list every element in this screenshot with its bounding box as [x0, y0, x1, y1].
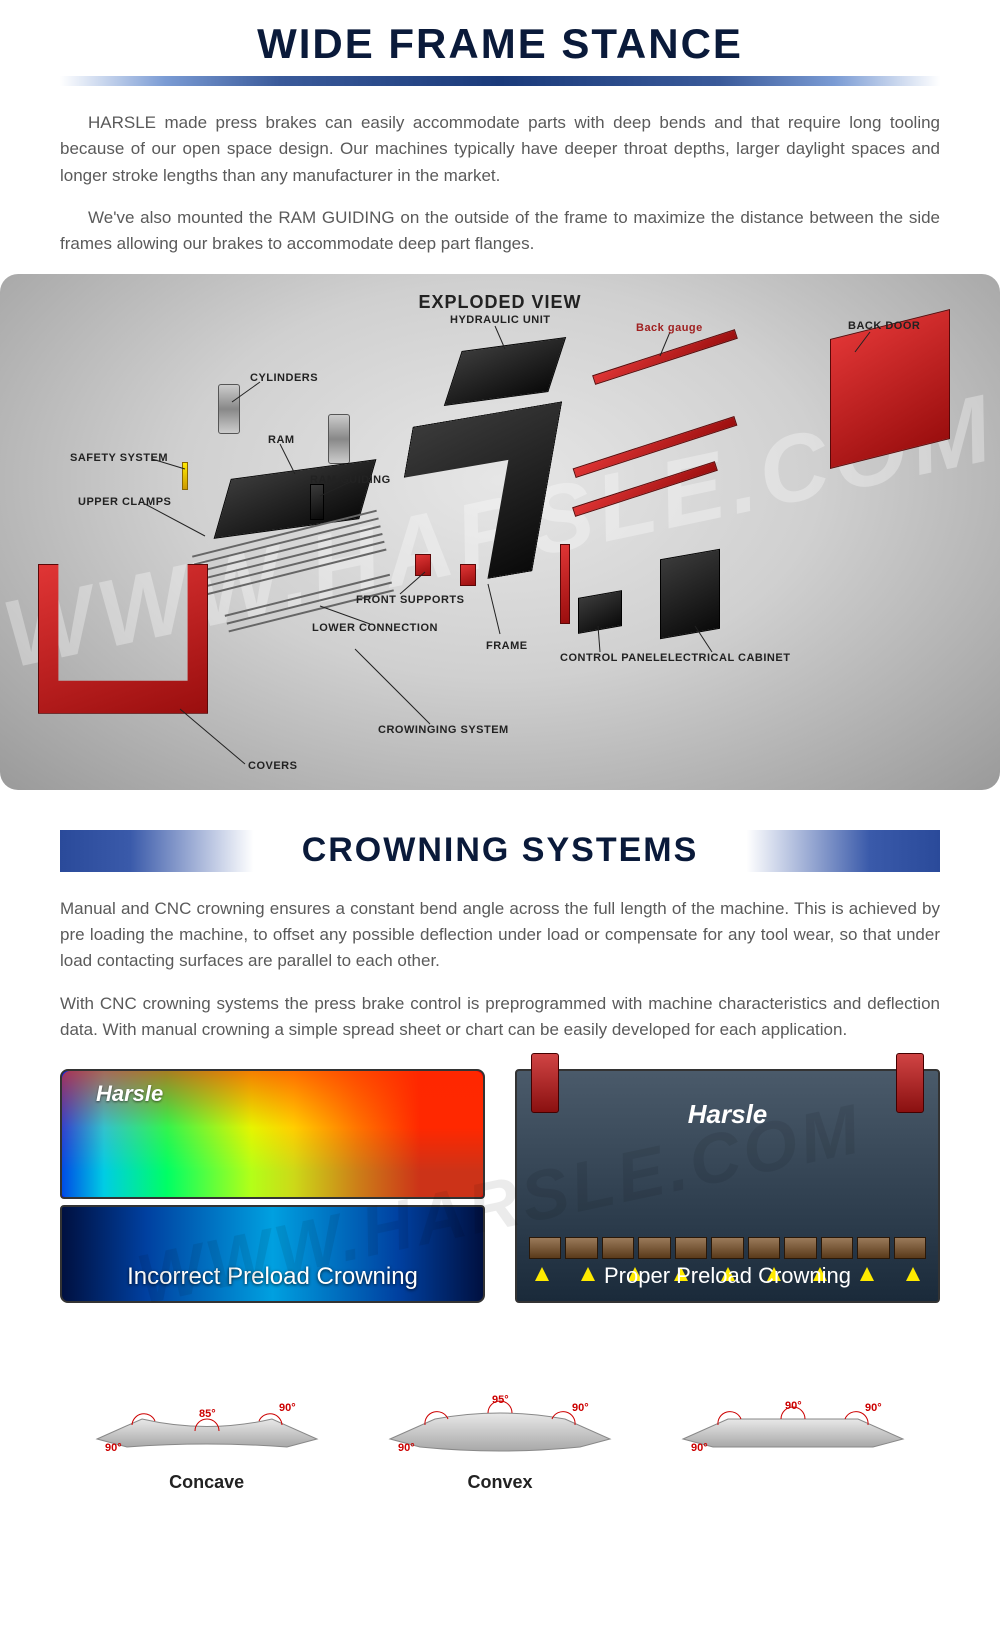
- angle-left: 90°: [105, 1442, 122, 1454]
- label-ram: RAM: [268, 434, 295, 446]
- part-cylinder-right: [328, 414, 350, 464]
- angle-right: 90°: [279, 1402, 296, 1414]
- angle-mid: 90°: [785, 1400, 802, 1412]
- label-ram-guiding: RAM GUIDING: [310, 474, 391, 486]
- bend-sample-concave: 90° 85° 90° Concave: [87, 1389, 327, 1493]
- label-hydraulic-unit: HYDRAULIC UNIT: [450, 314, 551, 326]
- wide-frame-para-1: HARSLE made press brakes can easily acco…: [0, 110, 1000, 189]
- bend-shape-convex: 90° 95° 90°: [380, 1389, 620, 1459]
- proper-cylinder-right: [896, 1053, 924, 1113]
- bend-shape-concave: 90° 85° 90°: [87, 1389, 327, 1459]
- label-back-door: BACK DOOR: [848, 320, 920, 332]
- crowning-para-1: Manual and CNC crowning ensures a consta…: [0, 896, 1000, 975]
- angle-mid: 95°: [492, 1394, 509, 1406]
- label-upper-clamps: UPPER CLAMPS: [78, 496, 171, 508]
- part-electrical-cabinet: [660, 548, 720, 639]
- label-lower-connection: LOWER CONNECTION: [312, 622, 438, 634]
- part-safety-system: [182, 462, 188, 490]
- angle-left: 90°: [398, 1442, 415, 1454]
- heatmap-upper: Harsle: [60, 1069, 485, 1199]
- title-underline: [60, 76, 940, 86]
- brand-logo-right: Harsle: [688, 1099, 768, 1130]
- label-electrical-cabinet: ELECTRICAL CABINET: [660, 652, 790, 664]
- part-cylinder-left: [218, 384, 240, 434]
- label-back-gauge: Back gauge: [636, 322, 703, 334]
- figure-proper-crowning: Harsle Proper Preload Crowning: [515, 1069, 940, 1349]
- part-control-panel: [578, 590, 622, 634]
- heatmap-lower: Incorrect Preload Crowning: [60, 1205, 485, 1303]
- brand-logo-left: Harsle: [96, 1081, 163, 1107]
- angle-right: 90°: [572, 1402, 589, 1414]
- section-title-crowning: CROWNING SYSTEMS: [60, 830, 940, 872]
- caption-incorrect: Incorrect Preload Crowning: [127, 1263, 418, 1291]
- angle-mid: 85°: [199, 1408, 216, 1420]
- label-front-supports: FRONT SUPPORTS: [356, 594, 464, 606]
- bend-shape-straight: 90° 90° 90°: [673, 1389, 913, 1459]
- angle-right: 90°: [865, 1402, 882, 1414]
- crowning-para-2: With CNC crowning systems the press brak…: [0, 991, 1000, 1044]
- part-back-gauge: [592, 329, 738, 385]
- part-front-support-l: [415, 554, 431, 576]
- exploded-view-diagram: WWW.HARSLE.COM EXPLODED VIEW: [0, 274, 1000, 790]
- proper-machine: Harsle Proper Preload Crowning: [515, 1069, 940, 1303]
- part-control-panel-arm: [560, 544, 570, 624]
- bend-samples-row: 90° 85° 90° Concave 90° 95° 90° Convex 9…: [0, 1349, 1000, 1513]
- part-ram-guiding: [310, 484, 324, 520]
- proper-cylinder-left: [531, 1053, 559, 1113]
- label-cylinders: CYLINDERS: [250, 372, 318, 384]
- figure-incorrect-crowning: Harsle Incorrect Preload Crowning: [60, 1069, 485, 1349]
- bend-sample-straight: 90° 90° 90°: [673, 1389, 913, 1493]
- part-cover-left: [38, 564, 208, 714]
- part-back-door: [830, 309, 950, 469]
- label-safety-system: SAFETY SYSTEM: [70, 452, 168, 464]
- wide-frame-para-2: We've also mounted the RAM GUIDING on th…: [0, 205, 1000, 258]
- angle-left: 90°: [691, 1442, 708, 1454]
- bend-sample-convex: 90° 95° 90° Convex: [380, 1389, 620, 1493]
- part-front-support-r: [460, 564, 476, 586]
- part-hydraulic-unit: [444, 337, 566, 406]
- bend-caption: Convex: [380, 1472, 620, 1493]
- label-crowning-system: CROWINGING SYSTEM: [378, 724, 509, 736]
- label-control-panel: CONTROL PANEL: [560, 652, 660, 664]
- bend-caption: Concave: [87, 1472, 327, 1493]
- para-text: HARSLE made press brakes can easily acco…: [60, 113, 940, 185]
- crowning-figures-row: WWW.HARSLE.COM Harsle Incorrect Preload …: [0, 1059, 1000, 1349]
- section-title-wide-frame: WIDE FRAME STANCE: [0, 0, 1000, 76]
- label-covers: COVERS: [248, 760, 297, 772]
- label-frame: FRAME: [486, 640, 528, 652]
- para-text: We've also mounted the RAM GUIDING on th…: [60, 208, 940, 253]
- caption-proper: Proper Preload Crowning: [517, 1263, 938, 1289]
- exploded-view-title: EXPLODED VIEW: [418, 292, 581, 313]
- die-segments: [529, 1237, 926, 1259]
